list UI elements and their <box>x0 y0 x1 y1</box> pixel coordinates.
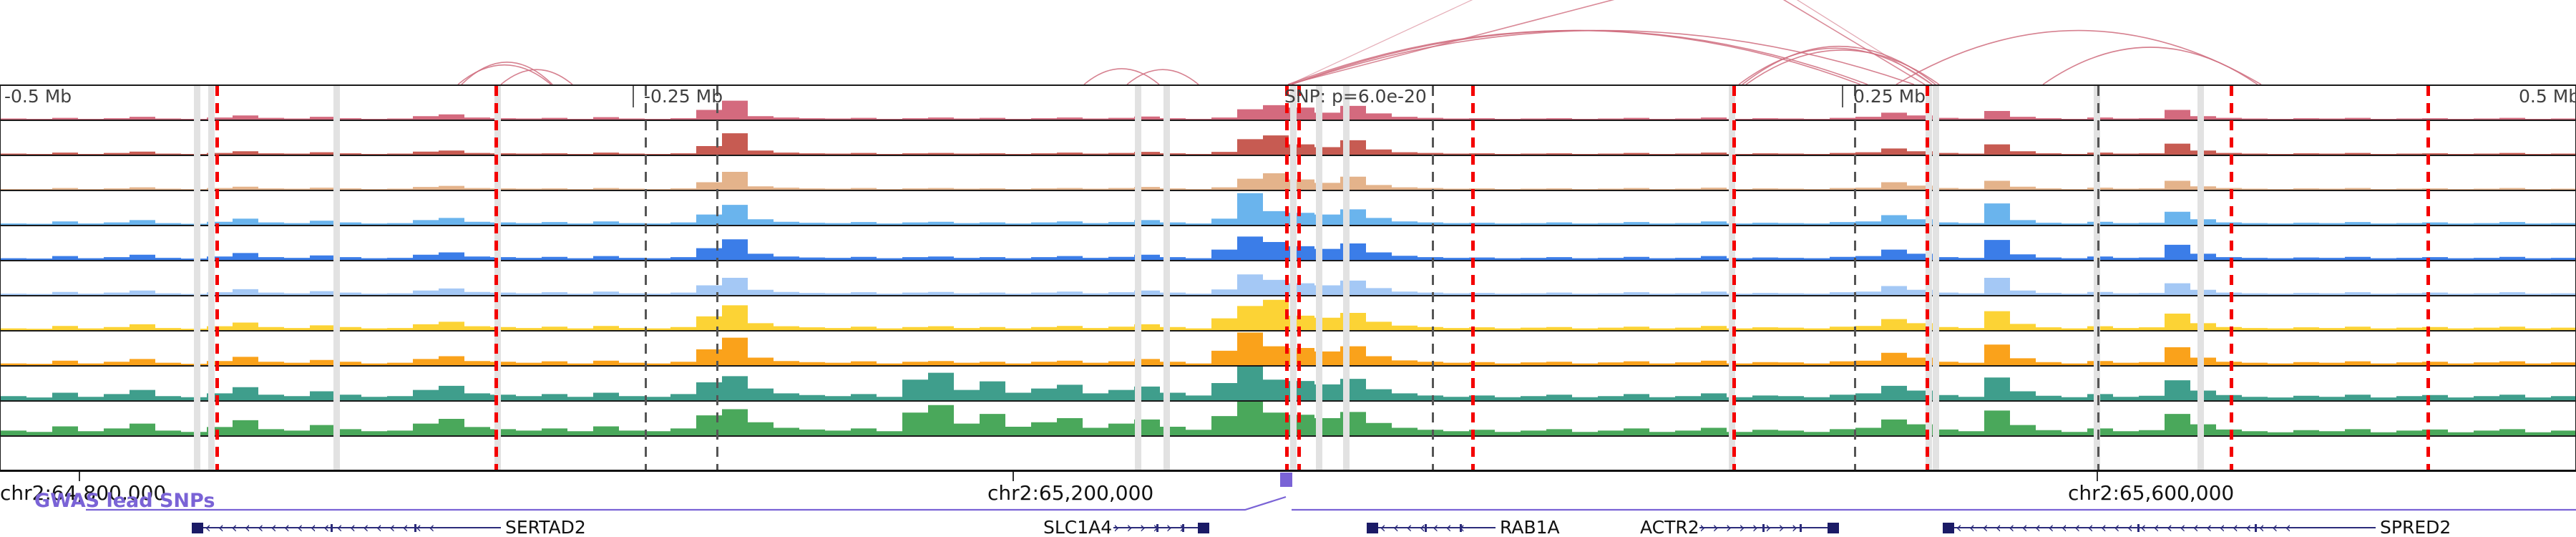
gene-label[interactable]: SLC1A4 <box>1043 517 1113 537</box>
highlight-band-11 <box>1933 86 1939 470</box>
coordinate-guide-1 <box>716 86 718 470</box>
credible-set-marker-6 <box>1926 86 1929 470</box>
axis-tick-1 <box>1013 472 1014 481</box>
gene-label[interactable]: ACTR2 <box>1640 517 1699 537</box>
gene-strand-arrows: ‹‹‹‹‹‹‹‹‹‹‹‹‹‹‹‹‹‹‹ <box>192 520 442 536</box>
highlight-band-9 <box>1729 86 1735 470</box>
gene-sertad2[interactable]: ‹‹‹‹‹‹‹‹‹‹‹‹‹‹‹‹‹‹‹ SERTAD2 <box>0 517 2576 537</box>
gene-exon-tick-0 <box>2137 524 2140 532</box>
genome-axis-line <box>0 470 2576 472</box>
gene-strand-arrows: ›››››››› <box>1699 520 1805 536</box>
credible-set-marker-7 <box>2230 86 2233 470</box>
gwas-lead-snps-track[interactable] <box>0 473 2576 514</box>
signal-tracks-container <box>0 84 2576 471</box>
gwas-connector <box>86 495 2576 511</box>
gene-exon-tick-0 <box>1156 524 1159 532</box>
ruler-tick-label-1: -0.25 Mb <box>644 86 723 107</box>
axis-tick-label-2: chr2:65,600,000 <box>2068 481 2235 505</box>
credible-set-marker-4 <box>1471 86 1475 470</box>
axis-tick-2 <box>2097 472 2098 481</box>
gene-spred2[interactable]: ‹‹‹‹‹‹‹‹‹‹‹‹‹‹‹‹‹‹‹‹‹‹‹‹‹‹‹ SPRED2 <box>0 517 2576 537</box>
gene-exon-tick-1 <box>1800 524 1802 532</box>
ruler-tick-mark-3 <box>1842 86 1843 107</box>
coordinate-guide-4 <box>1432 86 1434 470</box>
gene-strand-arrows: ‹‹‹‹‹‹‹‹‹‹‹‹‹‹‹‹‹‹‹‹‹‹‹‹‹‹‹ <box>1943 520 2298 536</box>
gene-label[interactable]: SERTAD2 <box>505 517 586 537</box>
ruler-tick-mark-1 <box>633 86 634 107</box>
gene-exon-block <box>1367 523 1378 533</box>
coordinate-guide-2 <box>1854 86 1856 470</box>
gene-actr2[interactable]: ›››››››› ACTR2 <box>0 517 2576 537</box>
arcs-svg <box>457 0 2262 84</box>
interaction-arcs-panel <box>0 0 2576 84</box>
highlight-band-5 <box>1163 86 1170 470</box>
gene-exon-tick-1 <box>1182 524 1185 532</box>
credible-set-marker-3 <box>1297 86 1301 470</box>
gene-exon-block <box>1943 523 1954 533</box>
axis-tick-label-1: chr2:65,200,000 <box>987 481 1154 505</box>
credible-set-marker-8 <box>2426 86 2430 470</box>
gene-exon-tick-0 <box>1762 524 1765 532</box>
highlight-band-7 <box>1316 86 1322 470</box>
gene-exon-tick-1 <box>2254 524 2257 532</box>
gene-exon-tick-0 <box>1425 524 1427 532</box>
gene-exon-block <box>1198 523 1209 533</box>
gene-slc1a4[interactable]: ›››››› SLC1A4 <box>0 517 2576 537</box>
highlight-band-13 <box>2197 86 2204 470</box>
gene-label[interactable]: RAB1A <box>1500 517 1560 537</box>
gene-exon-tick-0 <box>331 524 333 532</box>
gwas-lead-snp-marker[interactable] <box>1280 473 1292 487</box>
credible-set-marker-0 <box>215 86 219 470</box>
coordinate-guide-0 <box>645 86 647 470</box>
credible-set-marker-5 <box>1732 86 1736 470</box>
ruler-tick-label-0: -0.5 Mb <box>4 86 72 107</box>
highlight-band-12 <box>2094 86 2100 470</box>
highlight-band-4 <box>1135 86 1141 470</box>
axis-tick-0 <box>79 472 80 481</box>
ruler-tick-label-3: 0.25 Mb <box>1853 86 1926 107</box>
highlight-band-1 <box>208 86 215 470</box>
credible-set-marker-1 <box>494 86 498 470</box>
gene-exon-block <box>192 523 203 533</box>
axis-tick-label-0: chr2:64,800,000 <box>0 481 167 505</box>
highlight-band-2 <box>333 86 340 470</box>
ruler-tick-label-2: SNP: p=6.0e-20 <box>1284 86 1427 107</box>
gene-exon-tick-1 <box>1459 524 1462 532</box>
gene-body <box>1367 527 1496 528</box>
gene-body <box>1699 527 1839 528</box>
gene-annotation-track: ‹‹‹‹‹‹‹‹‹‹‹‹‹‹‹‹‹‹‹SERTAD2››››››SLC1A4››… <box>0 517 2576 537</box>
gene-rab1a[interactable]: ‹‹‹‹‹‹‹‹ RAB1A <box>0 517 2576 537</box>
coordinate-guide-3 <box>2097 86 2099 470</box>
gwas-track-label: GWAS lead SNPs <box>34 490 215 512</box>
highlight-band-6 <box>1290 86 1297 470</box>
gene-body <box>192 527 501 528</box>
credible-set-marker-2 <box>1285 86 1289 470</box>
highlight-band-8 <box>1343 86 1350 470</box>
gene-label[interactable]: SPRED2 <box>2380 517 2451 537</box>
gene-body <box>1943 527 2376 528</box>
ruler-tick-label-4: 0.5 Mb <box>2519 86 2576 107</box>
gene-strand-arrows: ‹‹‹‹‹‹‹‹ <box>1367 520 1473 536</box>
gene-exon-tick-1 <box>414 524 417 532</box>
gene-exon-block <box>1828 523 1839 533</box>
highlight-band-0 <box>194 86 200 470</box>
gene-body <box>1113 527 1209 528</box>
gene-strand-arrows: ›››››› <box>1113 520 1193 536</box>
